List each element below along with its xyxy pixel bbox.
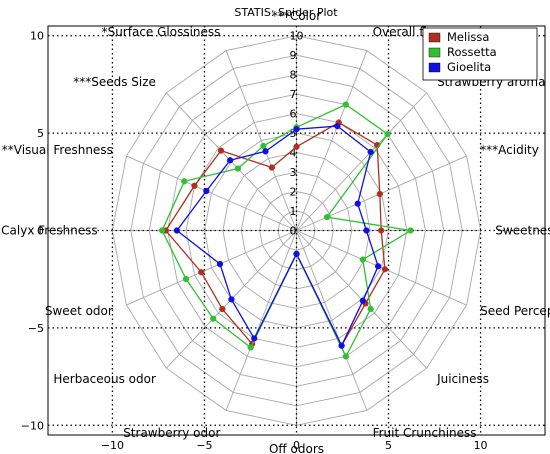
x-tick-label: −10 — [101, 439, 124, 452]
attribute-label: Off odors — [269, 442, 324, 454]
data-point — [354, 200, 361, 207]
attribute-label: ***Color — [272, 9, 321, 23]
series-layer — [158, 101, 414, 360]
data-point — [381, 266, 389, 273]
grid-spoke — [296, 230, 467, 306]
data-point — [338, 342, 345, 349]
data-point — [374, 263, 382, 270]
data-point — [407, 227, 414, 234]
data-point — [228, 296, 235, 303]
data-point — [260, 142, 267, 150]
attribute-label: Juiciness — [436, 372, 489, 386]
radial-tick-label: 7 — [290, 88, 297, 101]
legend-label: Gioelita — [447, 60, 491, 74]
data-point — [191, 182, 198, 189]
attribute-label: Fruit Crunchiness — [373, 426, 477, 440]
data-point — [217, 147, 225, 154]
chart-title: STATIS: Spider Plot — [234, 6, 338, 19]
attribute-label: Sweet odor — [45, 304, 113, 318]
y-tick-label: −5 — [28, 322, 44, 335]
data-point — [226, 157, 234, 164]
attribute-label: Sweetness — [495, 224, 550, 238]
radial-tick-label: 1 — [290, 205, 297, 218]
data-point — [216, 260, 224, 268]
y-tick-label: −10 — [21, 419, 44, 432]
legend-label: Melissa — [447, 30, 489, 44]
legend-swatch — [428, 62, 441, 73]
data-point — [158, 227, 166, 234]
radial-tick-label: 5 — [290, 127, 297, 140]
data-point — [293, 143, 300, 150]
attribute-label: *Surface Glossiness — [102, 25, 221, 39]
attribute-label: ***Seeds Size — [73, 75, 156, 89]
radial-tick-label: 0 — [290, 225, 297, 238]
radial-tick-label: 4 — [290, 147, 297, 160]
radial-tick-labels: 0 1 2 3 4 5 6 7 8 9 10 — [290, 30, 304, 238]
radial-tick-label: 9 — [290, 49, 297, 62]
y-tick-label: 10 — [30, 30, 44, 43]
grid-spoke — [225, 230, 297, 411]
data-point — [262, 148, 269, 155]
x-tick-label: −5 — [196, 439, 212, 452]
data-point — [219, 305, 226, 313]
data-point — [367, 305, 374, 313]
attribute-label: ***Acidity — [480, 143, 539, 157]
attribute-label: Calyx Freshness — [1, 224, 98, 238]
data-point — [323, 213, 331, 221]
data-point — [363, 227, 370, 234]
data-point — [359, 297, 367, 304]
grid-spoke — [225, 50, 297, 231]
data-point — [384, 130, 391, 138]
data-point — [334, 122, 341, 130]
data-point — [293, 126, 300, 133]
grid-spoke — [296, 50, 368, 231]
radial-tick-label: 8 — [290, 69, 297, 82]
data-point — [251, 335, 258, 342]
data-point — [378, 227, 385, 234]
x-tick-label: 5 — [385, 439, 392, 452]
attribute-label: Seed Perception — [480, 304, 550, 318]
data-point — [173, 227, 181, 234]
data-point — [376, 190, 383, 198]
attribute-label: Strawberry odor — [123, 426, 220, 440]
data-point — [203, 187, 210, 195]
attribute-label: Herbaceous odor — [53, 372, 156, 386]
data-point — [181, 178, 188, 185]
data-point — [268, 164, 275, 171]
attribute-label: **Visual Freshness — [2, 143, 113, 157]
x-tick-label: 0 — [293, 439, 300, 452]
data-point — [359, 256, 366, 263]
data-point — [342, 101, 349, 108]
data-point — [234, 165, 242, 172]
y-tick-label: 0 — [37, 225, 44, 238]
legend-label: Rossetta — [447, 45, 497, 59]
y-tick-label: 5 — [37, 127, 44, 140]
radial-tick-label: 3 — [290, 166, 297, 179]
grid-spoke — [126, 230, 297, 306]
radial-tick-label: 2 — [290, 186, 297, 199]
data-point — [198, 269, 205, 276]
grid-spoke — [296, 230, 368, 411]
legend-swatch — [428, 47, 441, 58]
data-point — [247, 344, 254, 351]
radial-tick-label: 10 — [290, 30, 304, 43]
legend-box — [422, 27, 538, 81]
y-tick-labels: 10 5 0 −5 −10 — [21, 30, 44, 433]
data-point — [293, 250, 300, 258]
legend-swatch — [428, 32, 441, 43]
series-gioelita — [173, 122, 382, 349]
x-tick-labels: −10 −5 0 5 10 — [101, 439, 488, 452]
x-tick-label: 10 — [474, 439, 488, 452]
data-point — [210, 315, 217, 322]
data-point — [342, 353, 349, 360]
grid-spoke — [126, 155, 297, 231]
grid-spoke — [296, 92, 427, 231]
data-point — [182, 275, 190, 283]
data-point — [367, 148, 374, 156]
axis-crosshair — [48, 26, 545, 435]
radial-tick-label: 6 — [290, 108, 297, 121]
